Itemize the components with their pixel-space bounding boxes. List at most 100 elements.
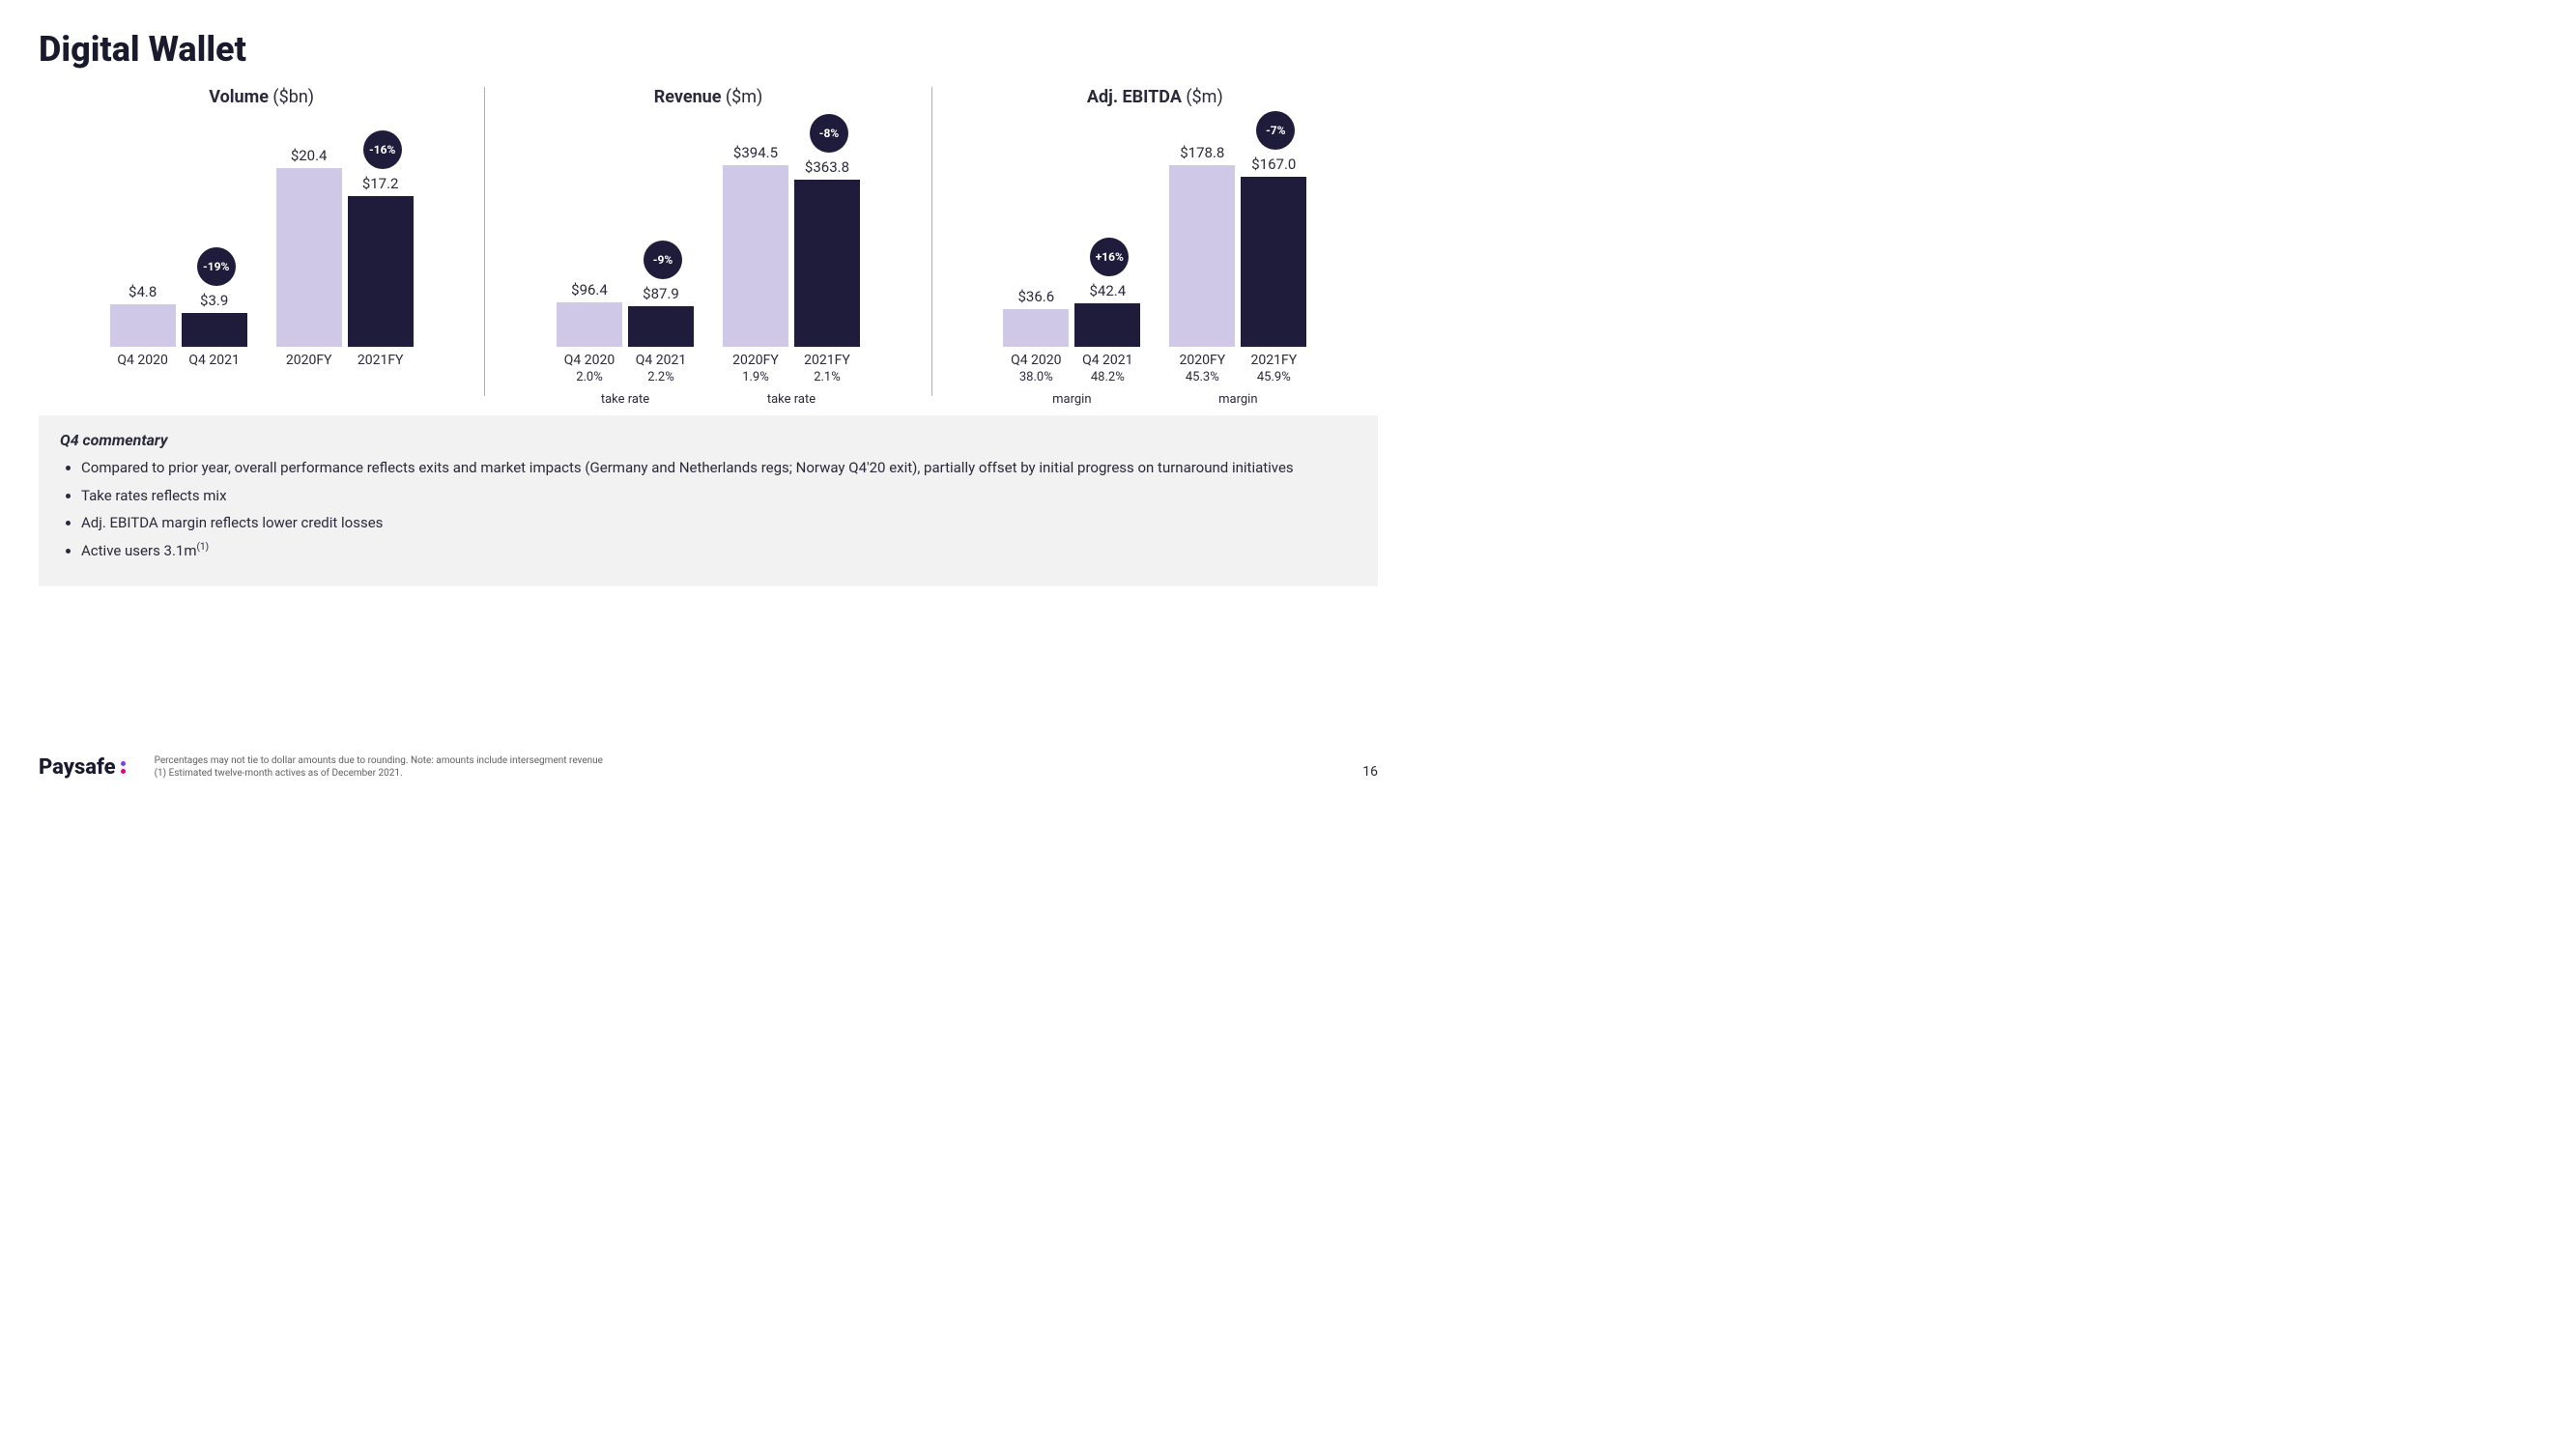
- bar-wrap: $17.2: [348, 175, 414, 347]
- bar-pair: $4.8$3.9-19%: [110, 283, 247, 347]
- x-label: Q4 2020: [1003, 353, 1069, 368]
- change-badge: +16%: [1090, 238, 1129, 276]
- sub-metrics-row: 38.0% 48.2% margin 45.3% 45.9% margin: [940, 370, 1370, 407]
- sub-metric-value: 2.1%: [794, 370, 860, 384]
- sub-metrics-row: 2.0% 2.2% take rate 1.9% 2.1% take rate: [493, 370, 923, 407]
- bar: [348, 196, 414, 347]
- x-label: 2020FY: [723, 353, 788, 368]
- commentary-bullet: Adj. EBITDA margin reflects lower credit…: [81, 512, 1357, 534]
- commentary-list: Compared to prior year, overall performa…: [60, 457, 1357, 561]
- x-label: 2021FY: [1241, 353, 1306, 368]
- sub-metric-value: 2.0%: [557, 370, 622, 384]
- bar: [557, 302, 622, 347]
- bar-pair: $36.6$42.4+16%: [1003, 282, 1140, 347]
- sub-metric-value: 48.2%: [1074, 370, 1140, 384]
- x-label: Q4 2021: [182, 353, 247, 368]
- bar-wrap: $96.4: [557, 281, 622, 347]
- change-badge: -7%: [1256, 111, 1295, 150]
- x-axis-labels: Q4 2020 Q4 2021 2020FY 2021FY: [940, 353, 1370, 368]
- bar-value-label: $96.4: [571, 281, 608, 298]
- sub-metric-caption: take rate: [601, 392, 649, 407]
- logo-dot-icon: [121, 761, 126, 766]
- footer: Paysafe Percentages may not tie to dolla…: [39, 754, 1378, 780]
- bar-value-label: $42.4: [1089, 282, 1126, 299]
- commentary-bullet: Take rates reflects mix: [81, 485, 1357, 507]
- commentary-bullet: Active users 3.1m(1): [81, 540, 1357, 562]
- x-label: Q4 2021: [628, 353, 694, 368]
- chart-body: $36.6$42.4+16%$178.8$167.0-7%: [940, 115, 1370, 347]
- revenue-chart: Revenue ($m) $96.4 $87.9 -9% $394.5 $363.8 -8%…: [484, 87, 930, 396]
- bar-wrap: $363.8: [794, 158, 860, 347]
- bar-pair: $20.4$17.2-16%: [276, 147, 414, 347]
- commentary-bullet: Compared to prior year, overall performa…: [81, 457, 1357, 479]
- change-badge: -8%: [810, 114, 848, 153]
- bar-value-label: $167.0: [1251, 156, 1296, 173]
- sub-metric-caption: take rate: [767, 392, 816, 407]
- bar: [1169, 165, 1235, 347]
- x-label: Q4 2020: [557, 353, 622, 368]
- sub-metric-value: 45.3%: [1169, 370, 1235, 384]
- x-label: Q4 2021: [1074, 353, 1140, 368]
- bar-wrap: $36.6: [1003, 288, 1069, 347]
- chart-body: $96.4 $87.9 -9% $394.5 $363.8 -8%: [493, 115, 923, 347]
- sub-metric-caption: margin: [1218, 392, 1257, 407]
- chart-title: Adj. EBITDA ($m): [940, 87, 1370, 107]
- ebitda-chart: Adj. EBITDA ($m) $36.6 $42.4 +16% $178.8 $167…: [931, 87, 1378, 396]
- bar: [1074, 303, 1140, 347]
- chart-title: Volume ($bn): [46, 87, 476, 107]
- sub-metric-value: 45.9%: [1241, 370, 1306, 384]
- bar: [276, 168, 342, 347]
- chart-title: Revenue ($m): [493, 87, 923, 107]
- page-title: Digital Wallet: [39, 29, 1378, 70]
- sub-metric-value: 1.9%: [723, 370, 788, 384]
- bar: [628, 306, 694, 347]
- change-badge: -16%: [363, 130, 402, 169]
- bar-value-label: $36.6: [1017, 288, 1054, 305]
- x-label: 2020FY: [276, 353, 342, 368]
- x-label: 2021FY: [794, 353, 860, 368]
- chart-body: $4.8 $3.9 -19% $20.4 $17.2 -16%: [46, 115, 476, 347]
- bar: [182, 313, 247, 347]
- bar-wrap: $87.9: [628, 285, 694, 347]
- bar-value-label: $4.8: [129, 283, 157, 300]
- bar: [110, 304, 176, 347]
- bar-wrap: $20.4: [276, 147, 342, 347]
- x-axis-labels: Q4 2020 Q4 2021 2020FY 2021FY: [493, 353, 923, 368]
- bar-value-label: $394.5: [733, 144, 778, 161]
- footnotes: Percentages may not tie to dollar amount…: [155, 754, 1363, 780]
- bar-value-label: $17.2: [362, 175, 399, 192]
- change-badge: -9%: [644, 241, 682, 279]
- bar-pair: $178.8$167.0-7%: [1169, 144, 1306, 347]
- bar-wrap: $3.9: [182, 292, 247, 347]
- bar-wrap: $167.0: [1241, 156, 1306, 347]
- bar-wrap: $178.8: [1169, 144, 1235, 347]
- bar-pair: $96.4$87.9-9%: [557, 281, 694, 347]
- bar-wrap: $394.5: [723, 144, 788, 347]
- x-label: 2020FY: [1169, 353, 1235, 368]
- x-label: 2021FY: [348, 353, 414, 368]
- bar-value-label: $178.8: [1180, 144, 1224, 161]
- bar-value-label: $20.4: [291, 147, 328, 164]
- x-axis-labels: Q4 2020 Q4 2021 2020FY 2021FY: [46, 353, 476, 368]
- charts-row: Volume ($bn) $4.8 $3.9 -19% $20.4 $17.2 -16% Q4…: [39, 87, 1378, 396]
- x-label: Q4 2020: [110, 353, 176, 368]
- volume-chart: Volume ($bn) $4.8 $3.9 -19% $20.4 $17.2 -16% Q4…: [39, 87, 484, 396]
- sub-metric-value: 38.0%: [1003, 370, 1069, 384]
- bar-value-label: $363.8: [805, 158, 849, 176]
- commentary-box: Q4 commentary Compared to prior year, ov…: [39, 415, 1378, 586]
- bar-value-label: $87.9: [643, 285, 679, 302]
- commentary-title: Q4 commentary: [60, 431, 1357, 449]
- bar: [723, 165, 788, 347]
- bar: [1241, 177, 1306, 347]
- change-badge: -19%: [197, 247, 236, 286]
- bar-wrap: $4.8: [110, 283, 176, 347]
- sub-metric-value: 2.2%: [628, 370, 694, 384]
- bar: [1003, 309, 1069, 347]
- bar-pair: $394.5$363.8-8%: [723, 144, 860, 347]
- logo-dot-icon: [121, 769, 126, 774]
- sub-metric-caption: margin: [1052, 392, 1091, 407]
- bar-value-label: $3.9: [200, 292, 228, 309]
- paysafe-logo: Paysafe: [39, 755, 126, 780]
- page-number: 16: [1362, 764, 1378, 780]
- bar: [794, 180, 860, 347]
